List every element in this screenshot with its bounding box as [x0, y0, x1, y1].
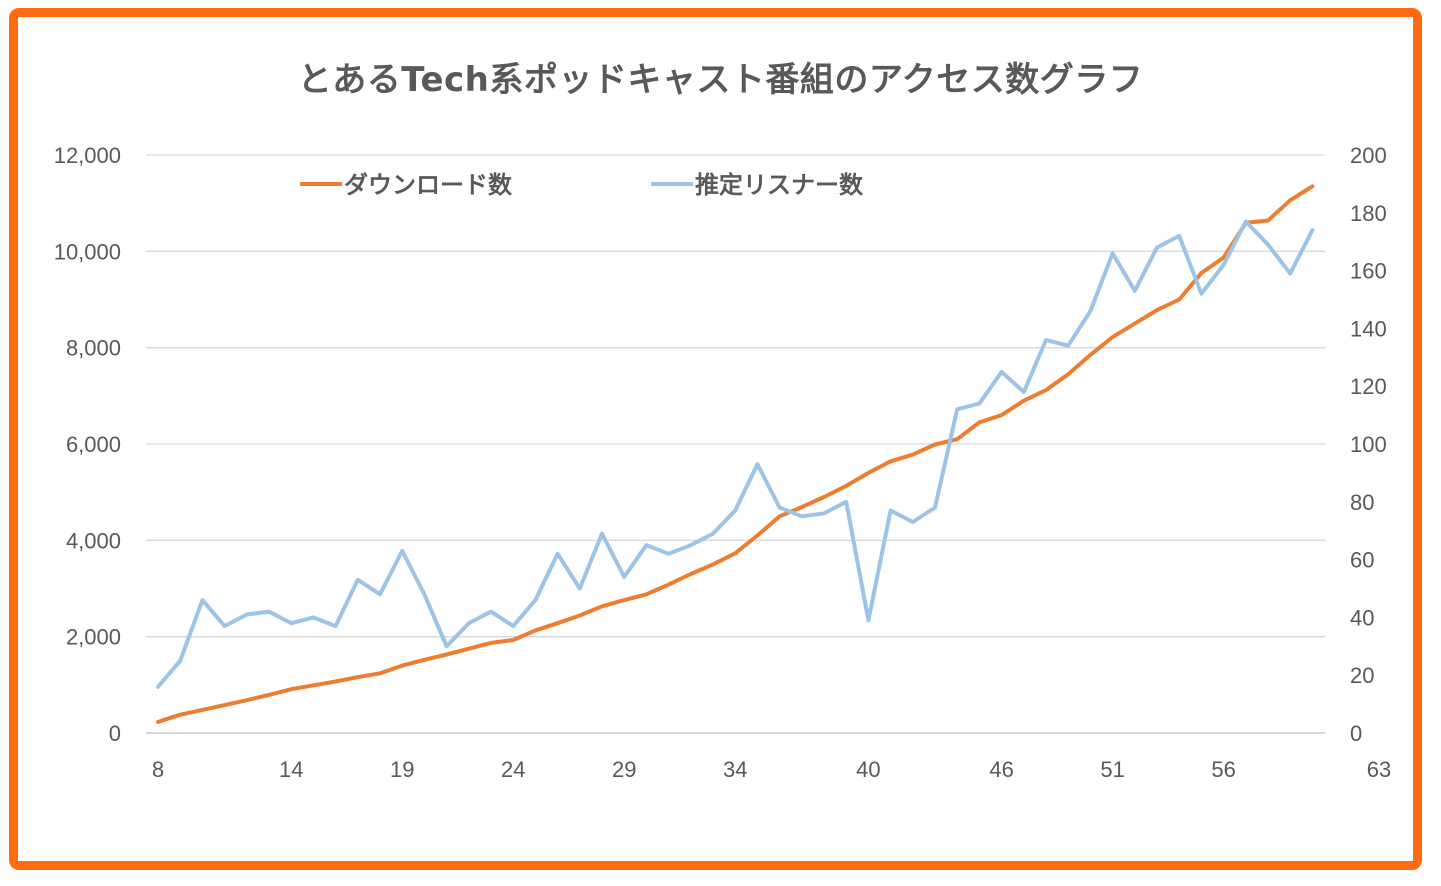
legend-label: ダウンロード数	[344, 171, 513, 199]
left-axis-tick-label: 0	[109, 721, 121, 746]
right-axis-tick-label: 60	[1350, 548, 1374, 573]
left-axis-tick-label: 2,000	[66, 625, 121, 650]
x-axis-tick-label: 8	[152, 757, 164, 782]
x-axis-tick-label: 63	[1367, 757, 1391, 782]
left-axis-tick-label: 10,000	[54, 239, 121, 264]
x-axis-tick-label: 51	[1100, 757, 1124, 782]
right-axis-ticks: 0 20 40 60 80 100 120 140 160 180 200	[1350, 143, 1387, 746]
x-axis-tick-label: 46	[989, 757, 1013, 782]
x-axis-tick-label: 56	[1211, 757, 1235, 782]
left-axis-ticks: 0 2,000 4,000 6,000 8,000 10,000 12,000	[54, 143, 121, 746]
x-axis-tick-label: 19	[390, 757, 414, 782]
x-axis-tick-label: 14	[279, 757, 303, 782]
left-axis-tick-label: 8,000	[66, 336, 121, 361]
right-axis-tick-label: 40	[1350, 605, 1374, 630]
legend: ダウンロード数 推定リスナー数	[300, 171, 864, 199]
x-axis-tick-label: 29	[612, 757, 636, 782]
series-line-2	[156, 219, 1315, 689]
right-axis-tick-label: 120	[1350, 374, 1387, 399]
right-axis-tick-label: 140	[1350, 316, 1387, 341]
x-axis-ticks: 8 14 19 24 29 34 40 46 51 56 63	[152, 757, 1391, 782]
left-axis-tick-label: 4,000	[66, 528, 121, 553]
right-axis-tick-label: 0	[1350, 721, 1362, 746]
right-axis-tick-label: 20	[1350, 663, 1374, 688]
series-line-1	[156, 184, 1315, 724]
series-lines	[156, 184, 1315, 724]
x-axis-tick-label: 24	[501, 757, 525, 782]
right-axis-tick-label: 100	[1350, 432, 1387, 457]
left-axis-tick-label: 12,000	[54, 143, 121, 168]
right-axis-tick-label: 180	[1350, 201, 1387, 226]
gridlines	[146, 154, 1325, 734]
right-axis-tick-label: 200	[1350, 143, 1387, 168]
x-axis-tick-label: 34	[723, 757, 747, 782]
left-axis-tick-label: 6,000	[66, 432, 121, 457]
chart-title: とあるTech系ポッドキャスト番組のアクセス数グラフ	[297, 60, 1144, 100]
chart-frame	[9, 8, 1422, 870]
x-axis-tick-label: 40	[856, 757, 880, 782]
legend-label: 推定リスナー数	[695, 171, 864, 199]
right-axis-tick-label: 160	[1350, 259, 1387, 284]
right-axis-tick-label: 80	[1350, 490, 1374, 515]
